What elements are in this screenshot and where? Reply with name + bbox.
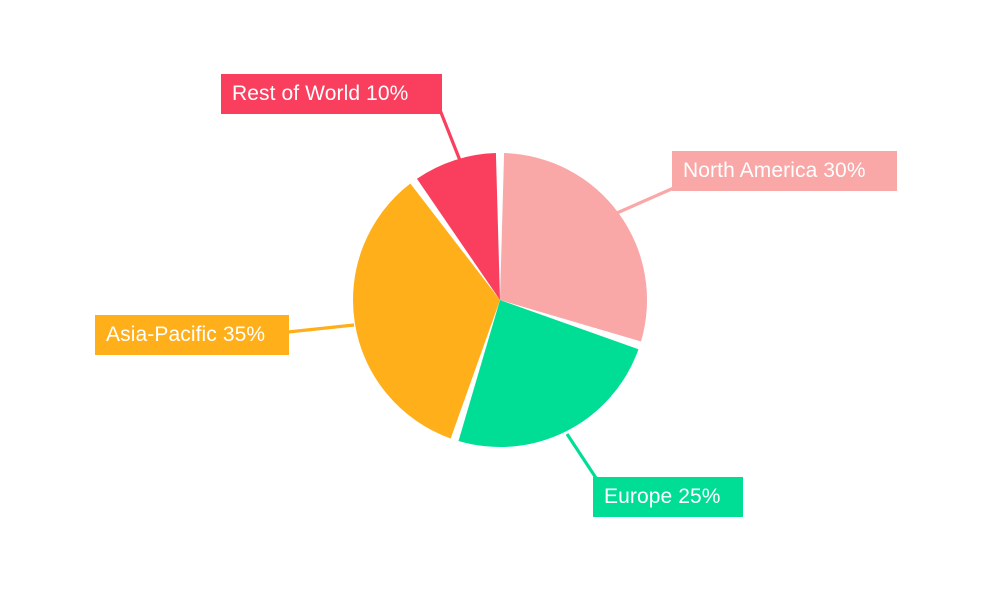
- pie-wedges: [353, 153, 647, 447]
- pie-slice-north-america[interactable]: [500, 153, 647, 342]
- leader-line-asia-pacific: [287, 323, 355, 334]
- leader-line-rest-of-world: [438, 109, 463, 164]
- pie-slice-rest-of-world[interactable]: [416, 153, 500, 300]
- slice-label-north-america: North America 30%: [672, 151, 897, 191]
- pie-slice-europe[interactable]: [458, 300, 639, 447]
- pie-slice-asia-pacific[interactable]: [353, 183, 500, 439]
- slice-label-rest-of-world: Rest of World 10%: [221, 74, 442, 114]
- leader-lines: [287, 109, 677, 482]
- leader-line-europe: [565, 433, 600, 482]
- slice-label-europe: Europe 25%: [593, 477, 743, 517]
- slice-label-asia-pacific: Asia-Pacific 35%: [95, 315, 289, 355]
- leader-line-north-america: [609, 185, 677, 218]
